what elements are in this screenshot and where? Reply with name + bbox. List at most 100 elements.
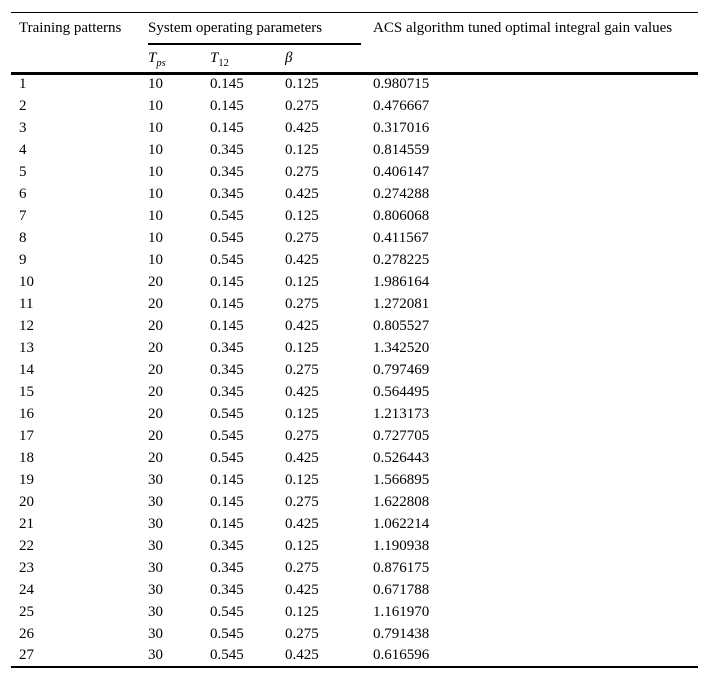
cell-gain-value: 0.814559 (373, 141, 430, 158)
table-row: 22 30 0.345 0.125 1.190938 (11, 535, 698, 557)
cell-tps-value: 20 (148, 383, 163, 400)
cell-beta-value: 0.125 (285, 207, 319, 224)
cell-training-pattern: 11 (19, 295, 34, 312)
cell-t12-value: 0.545 (210, 427, 244, 444)
cell-tps-value: 30 (148, 603, 163, 620)
table-row: 6 10 0.345 0.425 0.274288 (11, 183, 698, 205)
table-header: Training patterns System operating param… (11, 13, 698, 73)
cell-beta-value: 0.425 (285, 251, 319, 268)
cell-gain-value: 1.213173 (373, 405, 430, 422)
table-row: 7 10 0.545 0.125 0.806068 (11, 205, 698, 227)
cell-gain-value: 1.342520 (373, 339, 430, 356)
cell-beta-value: 0.275 (285, 625, 319, 642)
table-row: 23 30 0.345 0.275 0.876175 (11, 557, 698, 579)
cell-beta-value: 0.425 (285, 185, 319, 202)
cell-t12-value: 0.345 (210, 361, 244, 378)
cell-tps-value: 30 (148, 537, 163, 554)
cell-tps-value: 10 (148, 141, 163, 158)
table-row: 12 20 0.145 0.425 0.805527 (11, 315, 698, 337)
cell-tps-value: 30 (148, 471, 163, 488)
cell-tps-value: 30 (148, 581, 163, 598)
cell-training-pattern: 14 (19, 361, 34, 378)
cell-gain-value: 0.727705 (373, 427, 430, 444)
table-row: 8 10 0.545 0.275 0.411567 (11, 227, 698, 249)
cell-gain-value: 0.671788 (373, 581, 430, 598)
cell-beta-value: 0.275 (285, 229, 319, 246)
cell-tps-value: 10 (148, 229, 163, 246)
subheader-t12: T12 (210, 49, 229, 69)
cell-t12-value: 0.145 (210, 515, 244, 532)
table-row: 16 20 0.545 0.125 1.213173 (11, 403, 698, 425)
cell-training-pattern: 3 (19, 119, 27, 136)
cell-beta-value: 0.275 (285, 163, 319, 180)
table-row: 3 10 0.145 0.425 0.317016 (11, 117, 698, 139)
cell-tps-value: 20 (148, 317, 163, 334)
cell-tps-value: 20 (148, 405, 163, 422)
cell-tps-value: 30 (148, 647, 163, 663)
cell-tps-value: 20 (148, 339, 163, 356)
cell-gain-value: 1.986164 (373, 273, 430, 290)
cell-gain-value: 0.797469 (373, 361, 430, 378)
cell-training-pattern: 22 (19, 537, 34, 554)
cell-t12-value: 0.345 (210, 537, 244, 554)
cell-t12-value: 0.545 (210, 251, 244, 268)
training-patterns-table: Training patterns System operating param… (11, 12, 698, 668)
cell-t12-value: 0.545 (210, 405, 244, 422)
table-row: 14 20 0.345 0.275 0.797469 (11, 359, 698, 381)
table-row: 2 10 0.145 0.275 0.476667 (11, 95, 698, 117)
cell-t12-value: 0.545 (210, 625, 244, 642)
cell-tps-value: 10 (148, 97, 163, 114)
cell-t12-value: 0.345 (210, 163, 244, 180)
cell-training-pattern: 21 (19, 515, 34, 532)
cell-tps-value: 20 (148, 427, 163, 444)
cell-t12-value: 0.345 (210, 383, 244, 400)
cell-beta-value: 0.275 (285, 493, 319, 510)
cell-training-pattern: 16 (19, 405, 34, 422)
cell-t12-value: 0.145 (210, 76, 244, 93)
cell-gain-value: 0.526443 (373, 449, 430, 466)
cell-tps-value: 10 (148, 163, 163, 180)
table-row: 18 20 0.545 0.425 0.526443 (11, 447, 698, 469)
cell-training-pattern: 25 (19, 603, 34, 620)
cell-tps-value: 10 (148, 119, 163, 136)
cell-tps-value: 10 (148, 185, 163, 202)
cell-t12-value: 0.145 (210, 273, 244, 290)
cell-t12-value: 0.145 (210, 295, 244, 312)
cell-training-pattern: 9 (19, 251, 27, 268)
cell-training-pattern: 1 (19, 76, 27, 93)
cell-t12-value: 0.145 (210, 493, 244, 510)
table-row: 13 20 0.345 0.125 1.342520 (11, 337, 698, 359)
table-row: 20 30 0.145 0.275 1.622808 (11, 491, 698, 513)
table-row: 26 30 0.545 0.275 0.791438 (11, 623, 698, 645)
cell-gain-value: 0.274288 (373, 185, 430, 202)
cell-beta-value: 0.125 (285, 471, 319, 488)
cell-gain-value: 0.317016 (373, 119, 430, 136)
table-row: 4 10 0.345 0.125 0.814559 (11, 139, 698, 161)
cell-t12-value: 0.545 (210, 647, 244, 663)
cell-beta-value: 0.125 (285, 603, 319, 620)
table-row: 25 30 0.545 0.125 1.161970 (11, 601, 698, 623)
cell-t12-value: 0.345 (210, 141, 244, 158)
header-row-main: Training patterns System operating param… (11, 13, 698, 45)
cell-tps-value: 20 (148, 273, 163, 290)
cell-tps-value: 30 (148, 493, 163, 510)
cell-gain-value: 0.278225 (373, 251, 430, 268)
cell-gain-value: 1.062214 (373, 515, 430, 532)
cell-training-pattern: 26 (19, 625, 34, 642)
cell-training-pattern: 10 (19, 273, 34, 290)
cell-beta-value: 0.125 (285, 141, 319, 158)
cell-beta-value: 0.125 (285, 76, 319, 93)
cell-beta-value: 0.275 (285, 559, 319, 576)
cell-gain-value: 0.791438 (373, 625, 430, 642)
cell-gain-value: 1.566895 (373, 471, 430, 488)
cell-t12-value: 0.145 (210, 119, 244, 136)
cell-tps-value: 10 (148, 207, 163, 224)
cell-beta-value: 0.425 (285, 515, 319, 532)
cell-beta-value: 0.425 (285, 317, 319, 334)
cell-gain-value: 0.616596 (373, 647, 430, 663)
cell-tps-value: 10 (148, 251, 163, 268)
cell-gain-value: 0.564495 (373, 383, 430, 400)
cell-gain-value: 1.161970 (373, 603, 430, 620)
table-row: 9 10 0.545 0.425 0.278225 (11, 249, 698, 271)
cell-t12-value: 0.145 (210, 97, 244, 114)
